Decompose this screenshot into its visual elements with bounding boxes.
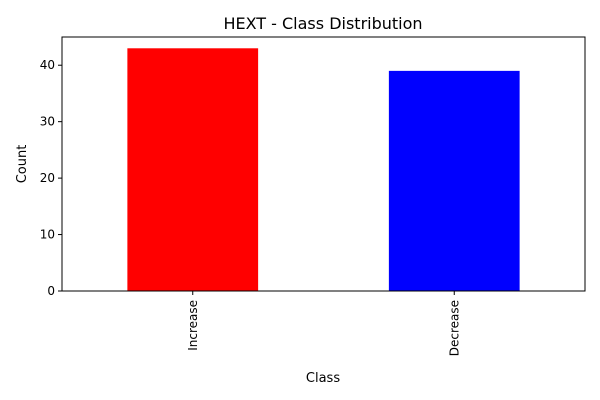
bars-group [127,48,520,292]
chart-title: HEXT - Class Distribution [223,14,422,33]
y-tick-label: 40 [40,58,55,72]
x-tick-label: Increase [186,300,200,351]
y-axis-ticks: 0 10 20 30 40 [40,58,62,298]
x-axis-label: Class [306,371,340,386]
x-tick-label: Decrease [447,300,461,356]
plot-frame [61,36,586,292]
y-tick-label: 20 [40,171,55,185]
bar-decrease [388,70,520,291]
y-tick-label: 0 [47,284,55,298]
bar-increase [127,48,259,292]
y-axis-label: Count [15,145,30,184]
y-tick-label: 30 [40,115,55,129]
x-axis-ticks: Increase Decrease [186,291,461,356]
y-tick-label: 10 [40,228,55,242]
